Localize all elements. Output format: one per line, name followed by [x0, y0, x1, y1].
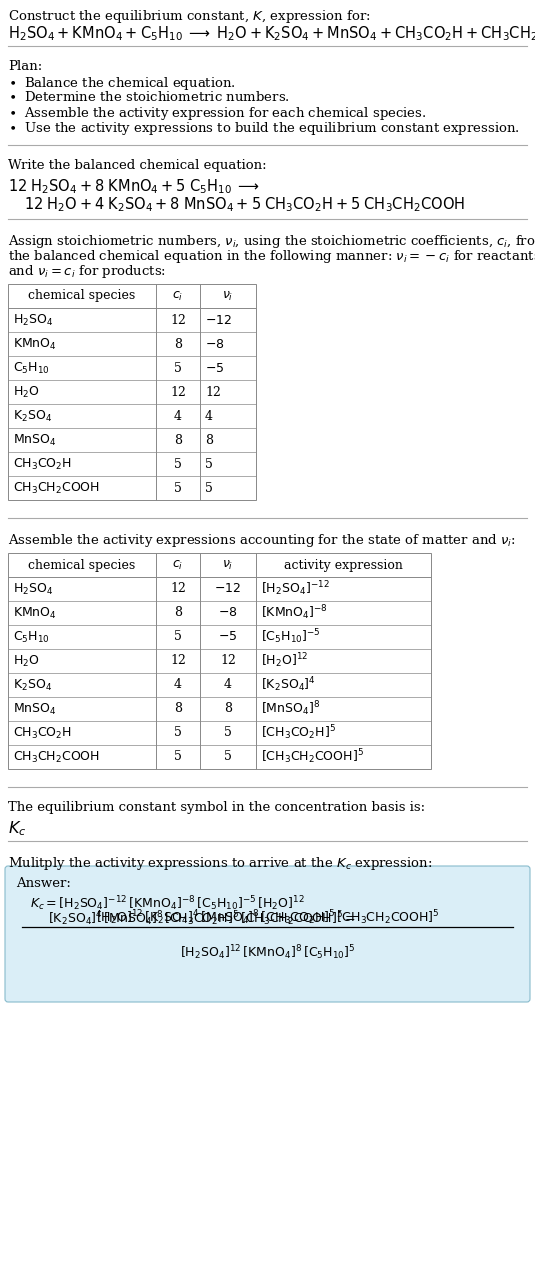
- Text: 12: 12: [170, 583, 186, 596]
- Text: $[\mathrm{CH_3CH_2COOH}]^{5}$: $[\mathrm{CH_3CH_2COOH}]^{5}$: [261, 747, 364, 766]
- Text: 5: 5: [174, 481, 182, 494]
- Text: 4: 4: [174, 410, 182, 423]
- Text: 5: 5: [174, 457, 182, 471]
- Text: $12\;\mathrm{H_2O + 4\;K_2SO_4 + 8\;MnSO_4 + 5\;CH_3CO_2H + 5\;CH_3CH_2COOH}$: $12\;\mathrm{H_2O + 4\;K_2SO_4 + 8\;MnSO…: [24, 195, 465, 214]
- Text: 5: 5: [174, 362, 182, 374]
- Text: 8: 8: [174, 606, 182, 620]
- Text: 8: 8: [224, 703, 232, 715]
- Text: $[\mathrm{K_2SO_4}]^{4}\,[\mathrm{MnSO_4}]^{8}\,[\mathrm{CH_3CO_2H}]^{5}\,[\math: $[\mathrm{K_2SO_4}]^{4}\,[\mathrm{MnSO_4…: [48, 909, 356, 928]
- Text: $\mathrm{CH_3CO_2H}$: $\mathrm{CH_3CO_2H}$: [13, 726, 72, 741]
- Text: $\nu_i$: $\nu_i$: [223, 289, 234, 303]
- Text: $\mathrm{CH_3CO_2H}$: $\mathrm{CH_3CO_2H}$: [13, 457, 72, 471]
- Text: $\mathrm{H_2SO_4 + KMnO_4 + C_5H_{10}}$$\;\longrightarrow\;$$\mathrm{H_2O + K_2S: $\mathrm{H_2SO_4 + KMnO_4 + C_5H_{10}}$$…: [8, 24, 535, 43]
- Text: Construct the equilibrium constant, $K$, expression for:: Construct the equilibrium constant, $K$,…: [8, 8, 371, 25]
- Text: 8: 8: [205, 434, 213, 447]
- Text: $[\mathrm{H_2SO_4}]^{12}\,[\mathrm{KMnO_4}]^{8}\,[\mathrm{C_5H_{10}}]^{5}$: $[\mathrm{H_2SO_4}]^{12}\,[\mathrm{KMnO_…: [180, 943, 355, 961]
- Text: $\bullet\;$ Balance the chemical equation.: $\bullet\;$ Balance the chemical equatio…: [8, 75, 236, 92]
- Text: $\mathrm{H_2SO_4}$: $\mathrm{H_2SO_4}$: [13, 582, 54, 597]
- Text: $K_c = [\mathrm{H_2SO_4}]^{-12}\,[\mathrm{KMnO_4}]^{-8}\,[\mathrm{C_5H_{10}}]^{-: $K_c = [\mathrm{H_2SO_4}]^{-12}\,[\mathr…: [30, 894, 305, 913]
- Text: 8: 8: [174, 703, 182, 715]
- Text: 12: 12: [170, 386, 186, 398]
- Text: $[\mathrm{H_2O}]^{12}$: $[\mathrm{H_2O}]^{12}$: [261, 652, 308, 671]
- Text: chemical species: chemical species: [28, 289, 136, 303]
- Text: $c_i$: $c_i$: [172, 289, 184, 303]
- Text: and $\nu_i = c_i$ for products:: and $\nu_i = c_i$ for products:: [8, 264, 166, 280]
- Text: $\mathrm{H_2O}$: $\mathrm{H_2O}$: [13, 653, 40, 668]
- Text: $-12$: $-12$: [205, 313, 232, 326]
- Text: $[\mathrm{H_2SO_4}]^{-12}$: $[\mathrm{H_2SO_4}]^{-12}$: [261, 579, 330, 598]
- Text: $12\;\mathrm{H_2SO_4 + 8\;KMnO_4 + 5\;C_5H_{10}}\;\longrightarrow$: $12\;\mathrm{H_2SO_4 + 8\;KMnO_4 + 5\;C_…: [8, 177, 260, 196]
- Text: 8: 8: [174, 434, 182, 447]
- Text: $[\mathrm{H_2O}]^{12}\,[\mathrm{K_2SO_4}]^{4}\,[\mathrm{MnSO_4}]^{8}\,[\mathrm{C: $[\mathrm{H_2O}]^{12}\,[\mathrm{K_2SO_4}…: [96, 909, 439, 927]
- Text: 5: 5: [174, 727, 182, 740]
- Text: 4: 4: [174, 679, 182, 691]
- FancyBboxPatch shape: [5, 866, 530, 1002]
- Text: Answer:: Answer:: [16, 877, 71, 890]
- Text: $\mathrm{KMnO_4}$: $\mathrm{KMnO_4}$: [13, 336, 57, 351]
- Text: Plan:: Plan:: [8, 60, 42, 73]
- Text: 5: 5: [205, 457, 213, 471]
- Text: 5: 5: [174, 751, 182, 764]
- Text: 4: 4: [224, 679, 232, 691]
- Text: 5: 5: [224, 727, 232, 740]
- Text: $\mathrm{K_2SO_4}$: $\mathrm{K_2SO_4}$: [13, 409, 52, 424]
- Text: $-5$: $-5$: [205, 362, 224, 374]
- Text: $\mathrm{MnSO_4}$: $\mathrm{MnSO_4}$: [13, 433, 57, 448]
- Text: Mulitply the activity expressions to arrive at the $K_c$ expression:: Mulitply the activity expressions to arr…: [8, 855, 432, 872]
- Text: 12: 12: [170, 654, 186, 667]
- Bar: [8, 284, 256, 500]
- Text: Write the balanced chemical equation:: Write the balanced chemical equation:: [8, 159, 266, 172]
- Text: 12: 12: [170, 313, 186, 326]
- Text: chemical species: chemical species: [28, 559, 136, 572]
- Text: $[\mathrm{MnSO_4}]^{8}$: $[\mathrm{MnSO_4}]^{8}$: [261, 700, 320, 718]
- Text: $[\mathrm{C_5H_{10}}]^{-5}$: $[\mathrm{C_5H_{10}}]^{-5}$: [261, 628, 321, 647]
- Bar: [8, 552, 431, 769]
- Text: $\mathrm{H_2SO_4}$: $\mathrm{H_2SO_4}$: [13, 312, 54, 327]
- Text: $c_i$: $c_i$: [172, 559, 184, 572]
- Text: $\bullet\;$ Use the activity expressions to build the equilibrium constant expre: $\bullet\;$ Use the activity expressions…: [8, 120, 520, 137]
- Text: $\mathrm{K_2SO_4}$: $\mathrm{K_2SO_4}$: [13, 677, 52, 693]
- Text: 5: 5: [174, 630, 182, 643]
- Text: 12: 12: [220, 654, 236, 667]
- Text: activity expression: activity expression: [284, 559, 403, 572]
- Text: $\mathrm{C_5H_{10}}$: $\mathrm{C_5H_{10}}$: [13, 360, 50, 376]
- Text: $\bullet\;$ Assemble the activity expression for each chemical species.: $\bullet\;$ Assemble the activity expres…: [8, 104, 426, 122]
- Text: Assemble the activity expressions accounting for the state of matter and $\nu_i$: Assemble the activity expressions accoun…: [8, 532, 516, 549]
- Text: $K_c$: $K_c$: [8, 819, 26, 838]
- Text: the balanced chemical equation in the following manner: $\nu_i = -c_i$ for react: the balanced chemical equation in the fo…: [8, 248, 535, 265]
- Text: 5: 5: [205, 481, 213, 494]
- Text: $\bullet\;$ Determine the stoichiometric numbers.: $\bullet\;$ Determine the stoichiometric…: [8, 90, 290, 104]
- Text: $\mathrm{KMnO_4}$: $\mathrm{KMnO_4}$: [13, 606, 57, 620]
- Text: $\mathrm{CH_3CH_2COOH}$: $\mathrm{CH_3CH_2COOH}$: [13, 750, 100, 765]
- Text: $\mathrm{CH_3CH_2COOH}$: $\mathrm{CH_3CH_2COOH}$: [13, 480, 100, 495]
- Text: $[\mathrm{K_2SO_4}]^{4}$: $[\mathrm{K_2SO_4}]^{4}$: [261, 676, 316, 694]
- Text: $\mathrm{MnSO_4}$: $\mathrm{MnSO_4}$: [13, 701, 57, 717]
- Text: 5: 5: [224, 751, 232, 764]
- Text: $\mathrm{H_2O}$: $\mathrm{H_2O}$: [13, 384, 40, 400]
- Text: The equilibrium constant symbol in the concentration basis is:: The equilibrium constant symbol in the c…: [8, 801, 425, 813]
- Text: 4: 4: [205, 410, 213, 423]
- Text: 12: 12: [205, 386, 221, 398]
- Text: $-8$: $-8$: [218, 606, 238, 620]
- Text: $[\mathrm{CH_3CO_2H}]^{5}$: $[\mathrm{CH_3CO_2H}]^{5}$: [261, 723, 336, 742]
- Text: $-12$: $-12$: [215, 583, 241, 596]
- Text: $-5$: $-5$: [218, 630, 238, 643]
- Text: 8: 8: [174, 337, 182, 350]
- Text: $\nu_i$: $\nu_i$: [223, 559, 234, 572]
- Text: $[\mathrm{KMnO_4}]^{-8}$: $[\mathrm{KMnO_4}]^{-8}$: [261, 603, 328, 622]
- Text: $\mathrm{C_5H_{10}}$: $\mathrm{C_5H_{10}}$: [13, 629, 50, 644]
- Text: $-8$: $-8$: [205, 337, 225, 350]
- Text: Assign stoichiometric numbers, $\nu_i$, using the stoichiometric coefficients, $: Assign stoichiometric numbers, $\nu_i$, …: [8, 233, 535, 250]
